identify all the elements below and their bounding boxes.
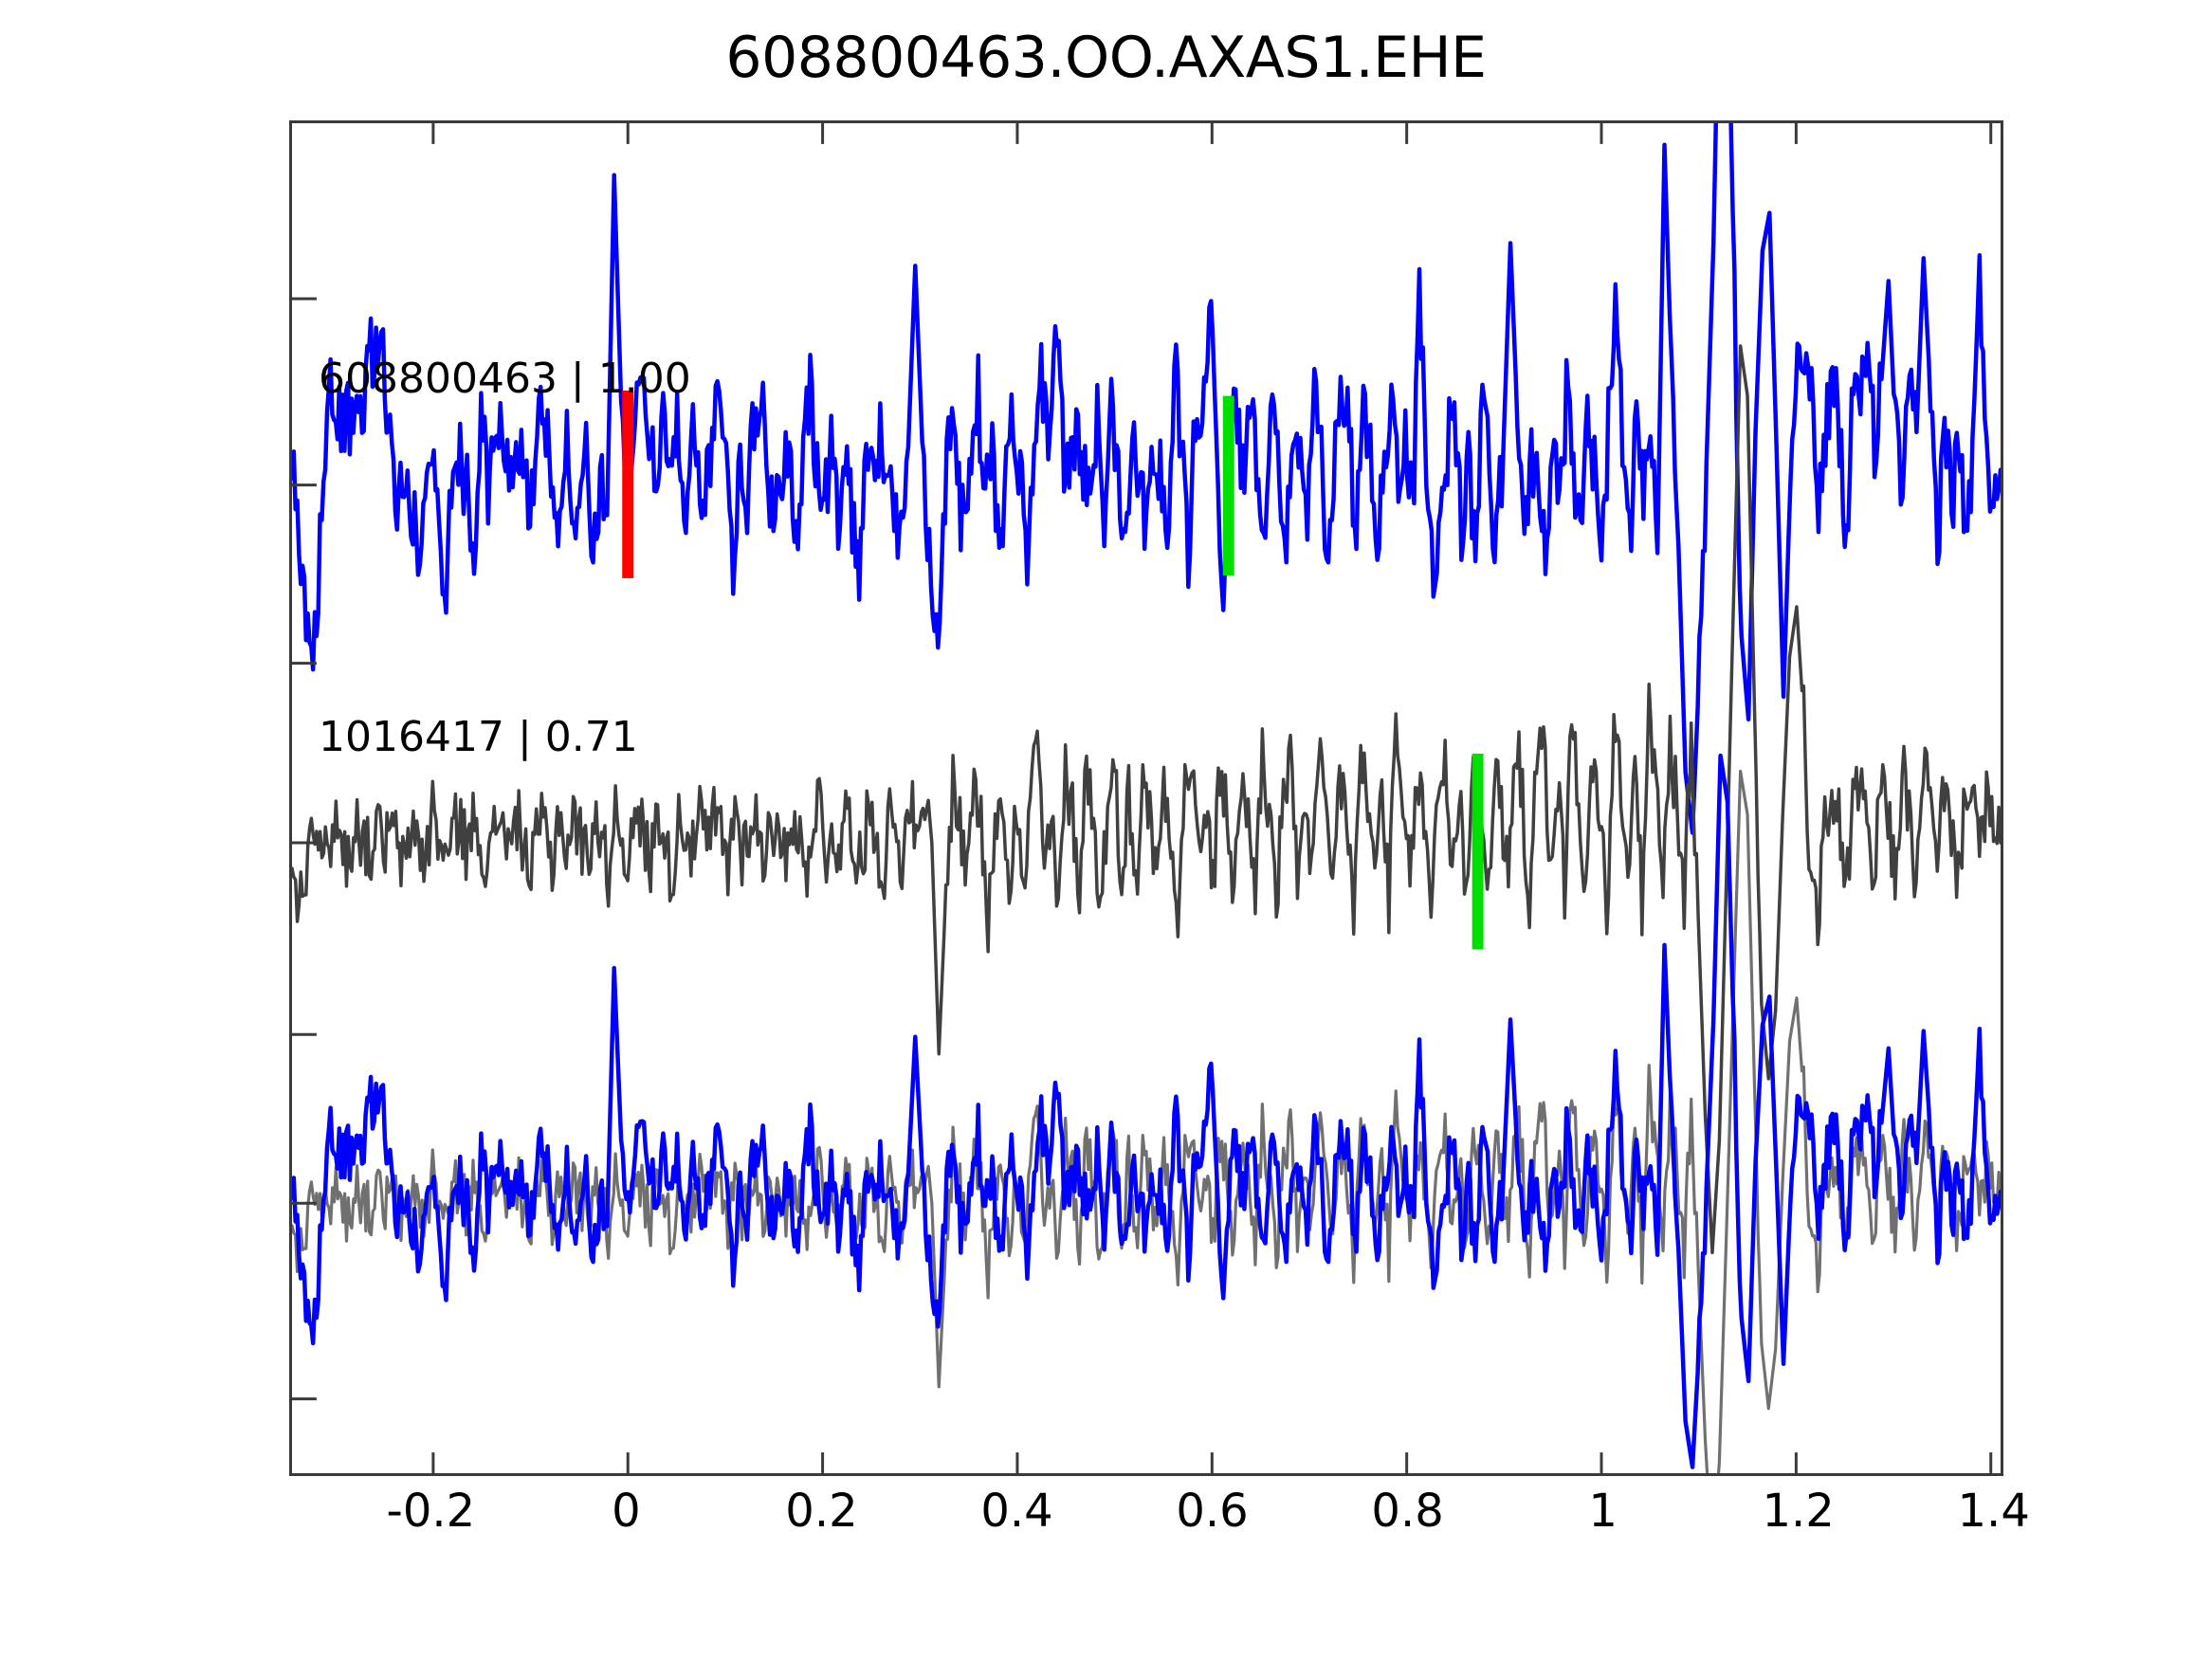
plot-area: 608800463 | 1.00 1016417 | 0.71 bbox=[289, 120, 2003, 1476]
x-axis-tick-label: 1 bbox=[1588, 1485, 1618, 1538]
x-axis-tick-label: 1.2 bbox=[1762, 1485, 1835, 1538]
x-axis-tick-label: 1.4 bbox=[1957, 1485, 2030, 1538]
phase-marker-green-detection[interactable] bbox=[1472, 754, 1484, 950]
pick-marker-red[interactable] bbox=[622, 390, 634, 578]
page-title: 608800463.OO.AXAS1.EHE bbox=[725, 25, 1487, 91]
x-axis-tick-label: 0.8 bbox=[1371, 1485, 1444, 1538]
x-axis-tick-labels: -0.2 0 0.2 0.4 0.6 0.8 1 1.2 1.4 bbox=[289, 1485, 2030, 1551]
waveform-overlay-template bbox=[292, 753, 2001, 1469]
trace-label-detection: 1016417 | 0.71 bbox=[319, 713, 638, 761]
phase-marker-green-template[interactable] bbox=[1222, 395, 1234, 576]
x-axis-tick-label: 0.6 bbox=[1176, 1485, 1249, 1538]
waveform-detection-middle bbox=[292, 344, 2001, 1255]
x-axis-tick-label: 0.2 bbox=[785, 1485, 858, 1538]
x-axis-tick-label: 0.4 bbox=[980, 1485, 1053, 1538]
waveform-template-top bbox=[292, 123, 2001, 835]
trace-label-template: 608800463 | 1.00 bbox=[319, 355, 691, 403]
waveform-canvas bbox=[292, 123, 2001, 1473]
x-axis-tick-label: 0 bbox=[612, 1485, 641, 1538]
x-axis-tick-label: -0.2 bbox=[386, 1485, 476, 1538]
waveform-overlay-detection bbox=[292, 769, 2001, 1473]
